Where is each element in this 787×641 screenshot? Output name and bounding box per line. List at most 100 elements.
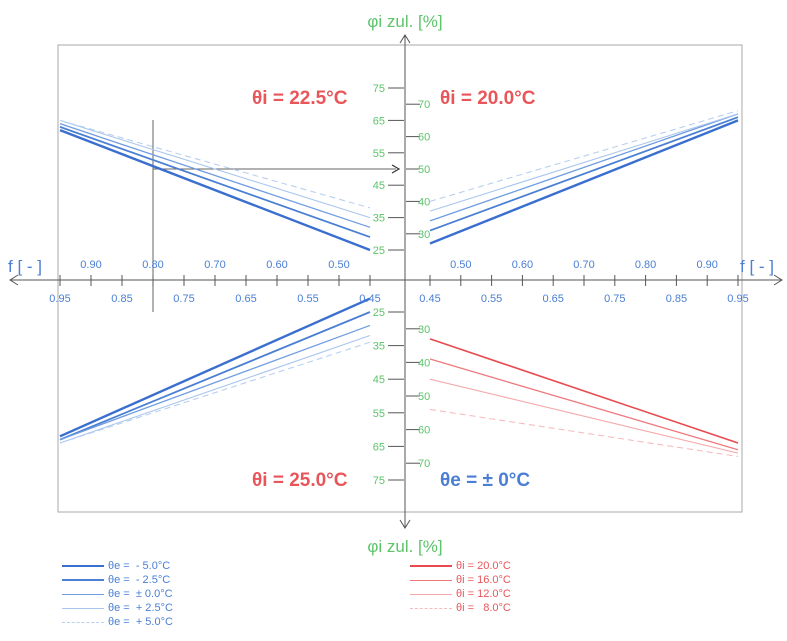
series-line-bottom-left-2 xyxy=(59,311,371,441)
plot-frame xyxy=(57,44,743,513)
x-axis-arrow-right xyxy=(773,274,783,286)
legend-swatch xyxy=(62,565,104,567)
x-tick-label: 0.70 xyxy=(204,259,225,271)
x-tick-label: 0.65 xyxy=(235,293,256,305)
reading-guide-arrow xyxy=(391,164,401,174)
series-line-bottom-left-3 xyxy=(59,324,371,441)
quadrant-title-bottom-right: θe = ± 0°C xyxy=(440,470,530,491)
x-tick-label: 0.60 xyxy=(512,259,533,271)
legend-item: θi = 16.0°C xyxy=(410,574,511,586)
x-tick-label: 0.50 xyxy=(450,259,471,271)
legend-swatch xyxy=(410,579,452,581)
y-tick-label: 65 xyxy=(373,115,385,127)
legend-label: θe = - 5.0°C xyxy=(108,560,171,572)
series-line-top-left-5 xyxy=(59,119,371,209)
quadrant-title-bottom-left: θi = 25.0°C xyxy=(252,470,348,491)
series-line-bottom-right-1 xyxy=(429,338,739,444)
y-axis-arrow-up xyxy=(399,34,411,44)
x-tick-label: 0.55 xyxy=(297,293,318,305)
legend-swatch xyxy=(62,607,104,609)
x-tick-label: 0.75 xyxy=(173,293,194,305)
y-axis-title-bottom: φi zul. [%] xyxy=(367,537,442,556)
x-tick-label: 0.75 xyxy=(604,293,625,305)
y-tick-label: 55 xyxy=(373,148,385,160)
legend-item: θe = ± 0.0°C xyxy=(62,588,173,600)
y-axis-arrow-down xyxy=(399,519,411,529)
series-line-bottom-left-5 xyxy=(59,341,371,444)
y-tick-label: 30 xyxy=(418,324,430,336)
series-line-top-right-4 xyxy=(429,113,739,212)
legend-swatch xyxy=(62,593,104,595)
x-axis-arrow-left xyxy=(9,274,19,286)
y-tick-label: 60 xyxy=(418,425,430,437)
series-line-top-left-3 xyxy=(59,123,371,228)
y-axis-title-top: φi zul. [%] xyxy=(367,12,442,31)
x-tick-label: 0.85 xyxy=(666,293,687,305)
y-tick-label: 40 xyxy=(418,196,430,208)
y-tick-label: 50 xyxy=(418,391,430,403)
x-tick-label: 0.55 xyxy=(481,293,502,305)
x-tick-label: 0.45 xyxy=(419,293,440,305)
series-line-top-right-2 xyxy=(429,116,739,232)
y-tick-label: 35 xyxy=(373,213,385,225)
legend-swatch xyxy=(410,565,452,567)
chart-text: 0.90 0.80 0.70 0.60 0.50 0.95 0.85 0.75 0.65 0.55… xyxy=(8,12,774,556)
series-line-top-right-5 xyxy=(429,110,739,202)
x-tick-label: 0.60 xyxy=(266,259,287,271)
series-line-top-right-1 xyxy=(429,119,739,245)
y-tick-label: 60 xyxy=(418,132,430,144)
y-tick-label: 50 xyxy=(418,164,430,176)
legend-label: θe = + 2.5°C xyxy=(108,602,173,614)
legend-item: θi = 12.0°C xyxy=(410,588,511,600)
y-tick-label: 55 xyxy=(373,408,385,420)
legend-item: θi = 20.0°C xyxy=(410,560,511,572)
legend-label: θi = 12.0°C xyxy=(456,588,511,600)
legend-item: θe = - 5.0°C xyxy=(62,560,170,572)
x-tick-label: 0.80 xyxy=(142,259,163,271)
x-tick-label: 0.50 xyxy=(328,259,349,271)
legend-label: θe = + 5.0°C xyxy=(108,616,173,628)
y-tick-label: 30 xyxy=(418,229,430,241)
series-line-top-left-2 xyxy=(59,126,371,238)
legend-item: θe = + 2.5°C xyxy=(62,602,173,614)
legend-swatch xyxy=(62,621,104,623)
y-tick-label: 40 xyxy=(418,357,430,369)
quadrant-title-top-left: θi = 22.5°C xyxy=(252,88,348,109)
legend-item: θe = - 2.5°C xyxy=(62,574,170,586)
series-line-top-left-1 xyxy=(59,129,371,252)
y-tick-label: 70 xyxy=(418,458,430,470)
legend-label: θe = - 2.5°C xyxy=(108,574,171,586)
legend-swatch xyxy=(410,593,452,595)
legend-label: θi = 16.0°C xyxy=(456,574,511,586)
y-tick-label: 45 xyxy=(373,180,385,192)
x-tick-label: 0.90 xyxy=(696,259,717,271)
x-tick-label: 0.90 xyxy=(80,259,101,271)
y-tick-label: 75 xyxy=(373,83,385,95)
legend-item: θe = + 5.0°C xyxy=(62,616,173,628)
x-tick-label: 0.65 xyxy=(542,293,563,305)
y-tick-label: 75 xyxy=(373,475,385,487)
y-tick-label: 25 xyxy=(373,307,385,319)
x-tick-label: 0.45 xyxy=(359,293,380,305)
x-axis-title-left: f [ - ] xyxy=(8,257,42,276)
y-tick-label: 45 xyxy=(373,374,385,386)
legend-item: θi = 8.0°C xyxy=(410,602,511,614)
series-line-bottom-right-4 xyxy=(429,408,739,458)
y-tick-label: 35 xyxy=(373,341,385,353)
series-line-bottom-left-1 xyxy=(59,297,371,438)
x-tick-label: 0.70 xyxy=(573,259,594,271)
series-line-bottom-left-4 xyxy=(59,335,371,444)
series-line-top-left-4 xyxy=(59,119,371,219)
quadrant-title-top-right: θi = 20.0°C xyxy=(440,88,536,109)
legend-swatch xyxy=(410,607,452,609)
chart-lines xyxy=(59,110,739,458)
x-tick-label: 0.95 xyxy=(49,293,70,305)
x-axis-title-right: f [ - ] xyxy=(740,257,774,276)
x-tick-label: 0.85 xyxy=(111,293,132,305)
chart-axes xyxy=(9,34,783,529)
legend-label: θi = 8.0°C xyxy=(456,602,511,614)
y-tick-label: 65 xyxy=(373,441,385,453)
series-line-bottom-right-2 xyxy=(429,358,739,451)
x-tick-label: 0.95 xyxy=(727,293,748,305)
